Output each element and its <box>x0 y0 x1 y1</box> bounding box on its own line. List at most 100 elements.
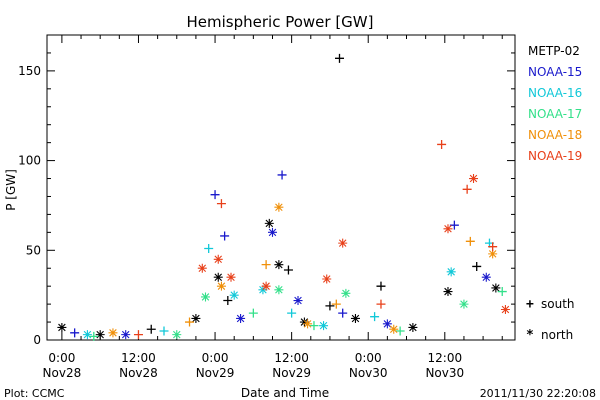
plot-timestamp: 2011/11/30 22:20:08 <box>480 387 596 400</box>
legend-entry: NOAA-16 <box>528 86 582 100</box>
data-point-north <box>446 267 456 277</box>
y-axis-label: P [GW] <box>4 169 18 211</box>
marker-legend-label: south <box>541 297 575 311</box>
data-point-north <box>108 328 118 338</box>
data-point-south <box>325 301 335 311</box>
data-point-north <box>319 321 329 331</box>
data-point-south <box>309 321 319 331</box>
data-point-north <box>469 174 479 184</box>
data-point-south <box>437 139 447 149</box>
data-point-north <box>382 319 392 329</box>
data-point-north <box>197 263 207 273</box>
legend-entry: METP-02 <box>528 44 580 58</box>
data-point-north <box>500 305 510 314</box>
data-point-north <box>491 283 501 293</box>
data-point-north <box>95 330 105 340</box>
data-point-north <box>57 322 67 332</box>
data-point-north <box>389 324 399 334</box>
data-point-south <box>497 287 507 297</box>
series-legend: METP-02 NOAA-15 NOAA-16 NOAA-17 NOAA-18 NOAA-… <box>526 44 582 343</box>
legend-entry: NOAA-15 <box>528 65 582 79</box>
data-point-south <box>216 199 226 209</box>
data-point-north <box>213 254 223 264</box>
data-point-south <box>338 308 348 318</box>
legend-entry: NOAA-17 <box>528 107 582 121</box>
data-point-south <box>204 244 214 253</box>
x-tick-date: Nov30 <box>349 366 388 380</box>
marker-legend-symbol: * <box>526 328 534 343</box>
legend-entry: NOAA-18 <box>528 128 582 142</box>
data-point-south <box>472 261 482 271</box>
data-point-north <box>121 330 131 340</box>
data-point-south <box>376 281 386 291</box>
data-point-north <box>274 285 284 295</box>
data-point-south <box>210 190 220 200</box>
x-tick-time: 0:00 <box>202 351 229 365</box>
data-point-south <box>395 326 405 336</box>
data-point-north <box>258 285 268 295</box>
data-point-north <box>408 322 418 332</box>
data-point-south <box>449 220 459 230</box>
data-point-north <box>274 260 284 270</box>
data-point-north <box>341 288 351 298</box>
data-point-south <box>283 265 293 275</box>
data-point-south <box>89 331 99 341</box>
x-tick-date: Nov29 <box>272 366 311 380</box>
chart-title: Hemispheric Power [GW] <box>187 13 374 31</box>
data-point-north <box>299 317 309 327</box>
x-tick-date: Nov28 <box>43 366 82 380</box>
marker-legend-label: north <box>541 328 573 342</box>
data-point-north <box>264 218 274 228</box>
plot-frame <box>46 34 516 341</box>
data-point-north <box>172 330 182 340</box>
data-point-north <box>459 299 469 309</box>
data-point-north <box>443 287 453 297</box>
x-axis-label: Date and Time <box>241 386 329 400</box>
x-tick-date: Nov28 <box>119 366 158 380</box>
data-point-north <box>229 290 239 300</box>
legend-entry: NOAA-19 <box>528 149 582 163</box>
data-point-north <box>236 313 246 323</box>
plot-credit: Plot: CCMC <box>4 387 65 400</box>
data-point-north <box>226 272 236 282</box>
y-tick-label: 100 <box>18 154 41 168</box>
data-point-north <box>303 319 313 329</box>
data-point-north <box>267 227 277 237</box>
data-point-north <box>293 296 303 306</box>
data-point-south <box>488 242 498 252</box>
data-point-north <box>443 224 453 234</box>
data-point-south <box>370 312 380 322</box>
data-point-south <box>376 299 386 309</box>
data-point-north <box>261 281 271 291</box>
data-point-south <box>70 328 80 338</box>
plot-axes: 0501001500:00Nov2812:00Nov280:00Nov2912:… <box>18 34 516 380</box>
x-tick-time: 0:00 <box>355 351 382 365</box>
data-point-north <box>200 292 210 302</box>
data-point-north <box>322 274 332 284</box>
data-point-north <box>216 281 226 291</box>
data-point-north <box>191 313 201 323</box>
y-tick-label: 150 <box>18 64 41 78</box>
data-point-south <box>335 53 344 63</box>
data-point-north <box>481 272 491 282</box>
data-point-south <box>146 324 156 334</box>
data-point-north <box>350 313 360 323</box>
data-point-south <box>465 236 475 246</box>
data-point-north <box>274 202 284 212</box>
data-point-south <box>133 330 143 340</box>
data-point-north <box>213 272 223 282</box>
data-point-south <box>220 231 230 241</box>
x-tick-date: Nov30 <box>425 366 464 380</box>
x-tick-time: 12:00 <box>121 351 156 365</box>
data-point-south <box>462 184 472 194</box>
data-point-north <box>488 249 498 259</box>
data-point-south <box>223 296 233 306</box>
y-tick-label: 0 <box>33 333 41 347</box>
data-point-south <box>277 170 287 180</box>
data-point-south <box>331 299 341 309</box>
y-tick-label: 50 <box>26 243 41 257</box>
x-tick-time: 0:00 <box>48 351 75 365</box>
data-point-south <box>185 317 195 327</box>
data-point-north <box>82 330 92 340</box>
